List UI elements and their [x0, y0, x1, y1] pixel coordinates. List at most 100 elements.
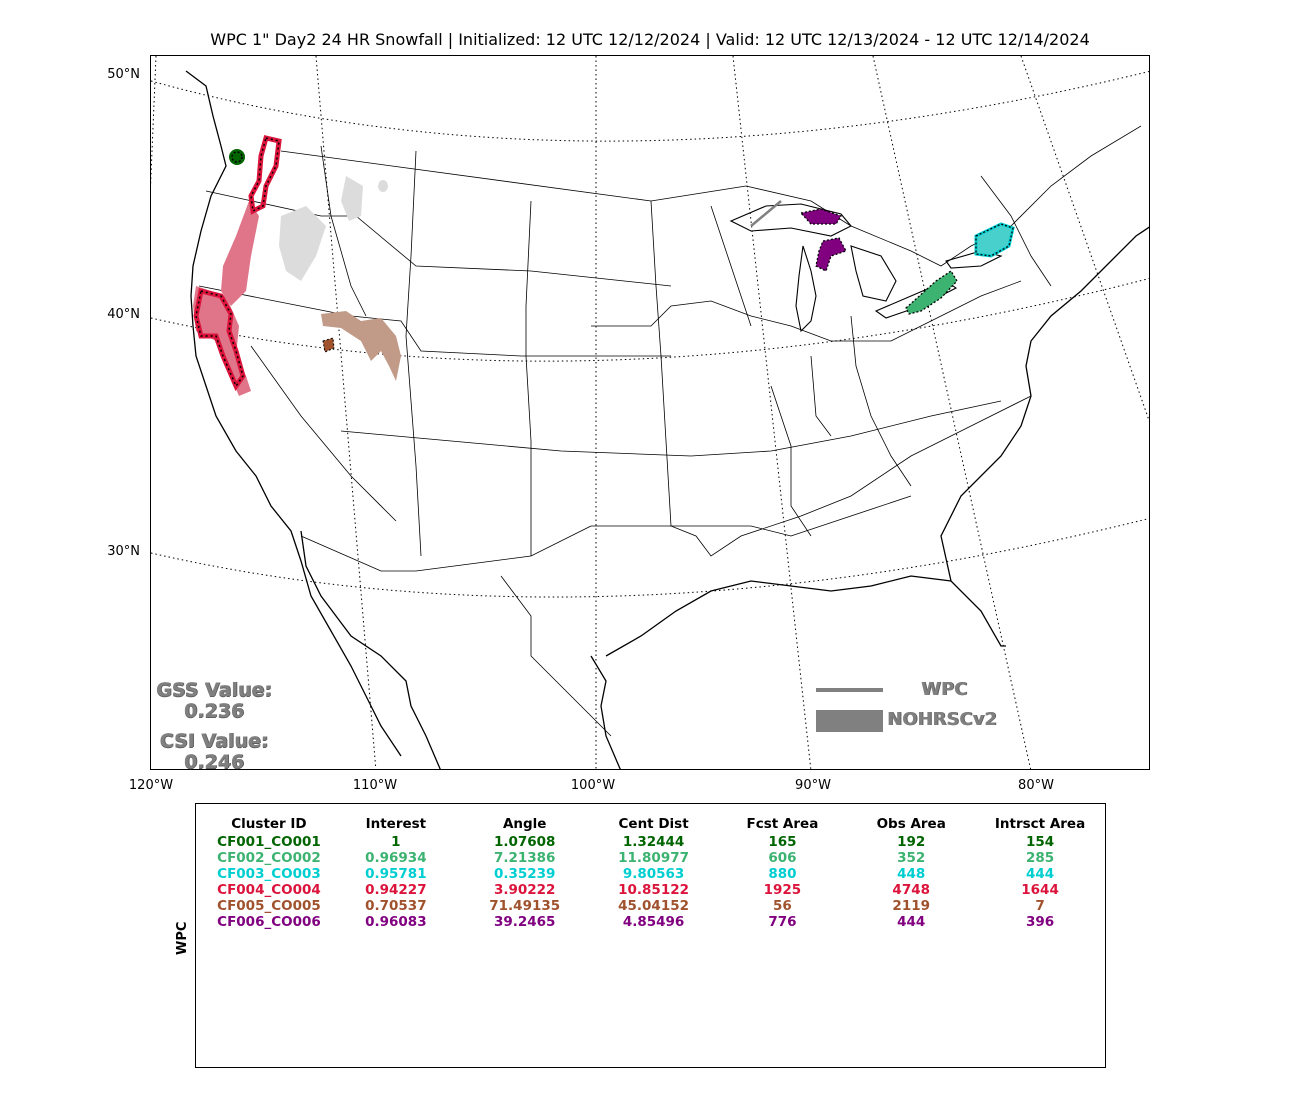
table-cell: 56 [773, 898, 792, 914]
border-35n [340, 400, 1002, 457]
border-us-mexico [300, 525, 592, 572]
stats-table: Cluster ID Interest Angle Cent Dist Fcst… [206, 814, 1105, 930]
csi-label: CSI Value: [159, 730, 269, 752]
header-obs-area: Obs Area [876, 816, 946, 832]
texas-mexico-coast [590, 655, 621, 769]
graticule-lat-50n [151, 70, 1149, 142]
cluster4-observed [193, 201, 259, 396]
cluster4-obs-oregon [221, 201, 259, 306]
table-cell: 165 [768, 834, 797, 850]
stats-box: Cluster ID Interest Angle Cent Dist Fcst… [195, 803, 1106, 1068]
map-panel [150, 55, 1150, 770]
table-cell: CF004_CO004 [217, 882, 321, 898]
table-cell: 352 [897, 850, 926, 866]
table-cell: CF002_CO002 [217, 850, 321, 866]
lon-label-100w: 100°W [570, 778, 616, 793]
border-in [810, 355, 832, 437]
east-coast [940, 226, 1149, 582]
table-cell: 192 [897, 834, 926, 850]
table-cell: CF001_CO001 [217, 834, 321, 850]
border-central [650, 200, 1032, 557]
table-row: CF002_CO002 0.96934 7.21386 11.80977 606 352 2… [206, 850, 1105, 866]
cluster3 [974, 222, 1015, 258]
lake-huron [850, 245, 897, 302]
border-40n [591, 280, 1022, 342]
table-cell: 39.2465 [493, 914, 556, 930]
border-co-ks [525, 200, 532, 556]
gulf-coast [605, 575, 1006, 657]
west-coast [185, 70, 402, 757]
cluster5-forecast [322, 337, 335, 353]
table-cell: 45.04152 [618, 898, 690, 914]
border-canada-east [745, 125, 1142, 267]
table-cell: 10.85122 [618, 882, 690, 898]
border-mexico-interior [500, 575, 612, 737]
legend-symbols [816, 688, 883, 732]
cluster1 [229, 149, 245, 165]
graticule [151, 56, 1149, 769]
cluster4-fcst-dots [195, 137, 280, 388]
great-lakes [729, 203, 1003, 333]
header-intrsct-area: Intrsct Area [994, 816, 1086, 832]
csi-score: CSI Value: 0.246 [150, 731, 278, 773]
table-cell: 1.32444 [622, 834, 685, 850]
table-row: CF001_CO001 1 1.07608 1.32444 165 192 154 [206, 834, 1105, 850]
lon-label-90w: 90°W [795, 778, 831, 793]
header-cluster-id: Cluster ID [231, 816, 307, 832]
cluster4-fcst-washington [248, 135, 282, 215]
table-row: CF005_CO005 0.70537 71.49135 45.04152 56 2119… [206, 898, 1105, 914]
cluster4-dots-washington [250, 137, 280, 213]
table-row: CF006_CO006 0.96083 39.2465 4.85496 776 444 39… [206, 914, 1105, 930]
header-fcst-area: Fcst Area [746, 816, 819, 832]
table-cell: 7 [1035, 898, 1045, 914]
state-borders [198, 125, 1142, 737]
table-cell: 0.96934 [365, 850, 427, 866]
cluster6-obs-superior [801, 209, 841, 224]
cluster3-observed [976, 224, 1013, 256]
cluster6 [750, 200, 847, 272]
graticule-lon-80w [872, 56, 1032, 769]
border-mn-ia [710, 205, 752, 327]
table-cell: 0.96083 [365, 914, 427, 930]
stats-header-row: Cluster ID Interest Angle Cent Dist Fcst… [206, 814, 1105, 834]
graticule-lon-90w [732, 56, 812, 769]
border-or-nv-ut [198, 285, 671, 357]
border-id [320, 145, 367, 317]
cluster3-forecast [974, 222, 1015, 258]
cluster6-obs-michigan [816, 238, 846, 271]
table-cell: 606 [768, 850, 797, 866]
baja-gulf [300, 530, 441, 769]
map-svg [151, 56, 1149, 769]
graticule-lon-110w [315, 56, 377, 769]
stats-row-label: WPC [175, 921, 190, 955]
table-cell: 7.21386 [493, 850, 556, 866]
lat-label-40n: 40°N [107, 307, 140, 322]
gss-label: GSS Value: [156, 679, 272, 701]
table-row: CF004_CO004 0.94227 3.90222 10.85122 1925 474… [206, 882, 1105, 898]
table-cell: 0.94227 [365, 882, 427, 898]
table-cell: 4.85496 [622, 914, 685, 930]
cluster2-observed [906, 271, 957, 314]
legend-nohrsc-label: NOHRSCv2 [887, 709, 997, 730]
table-cell: CF003_CO003 [217, 866, 321, 882]
table-cell: 2119 [892, 898, 930, 914]
graticule-lat-30n [151, 517, 1149, 598]
header-interest: Interest [365, 816, 427, 832]
lon-label-120w: 120°W [128, 778, 174, 793]
table-cell: 71.49135 [489, 898, 561, 914]
table-cell: 3.90222 [493, 882, 556, 898]
lon-label-110w: 110°W [352, 778, 398, 793]
table-cell: 444 [897, 914, 926, 930]
chart-title: WPC 1" Day2 24 HR Snowfall | Initialized… [210, 30, 1090, 49]
border-wa-or-id [205, 190, 672, 287]
wpc-forecast-outline [750, 200, 782, 227]
stats-body: CF001_CO001 1 1.07608 1.32444 165 192 154 CF002… [206, 834, 1105, 930]
header-angle: Angle [502, 816, 547, 832]
obs-unmatched-areas [279, 176, 388, 281]
table-cell: 0.35239 [493, 866, 556, 882]
border-az-nm [405, 150, 422, 557]
border-ny-ne [980, 175, 1052, 287]
gss-score: GSS Value: 0.236 [150, 680, 278, 722]
cluster1-observed [229, 149, 245, 165]
legend-nohrsc-patch [816, 710, 883, 732]
